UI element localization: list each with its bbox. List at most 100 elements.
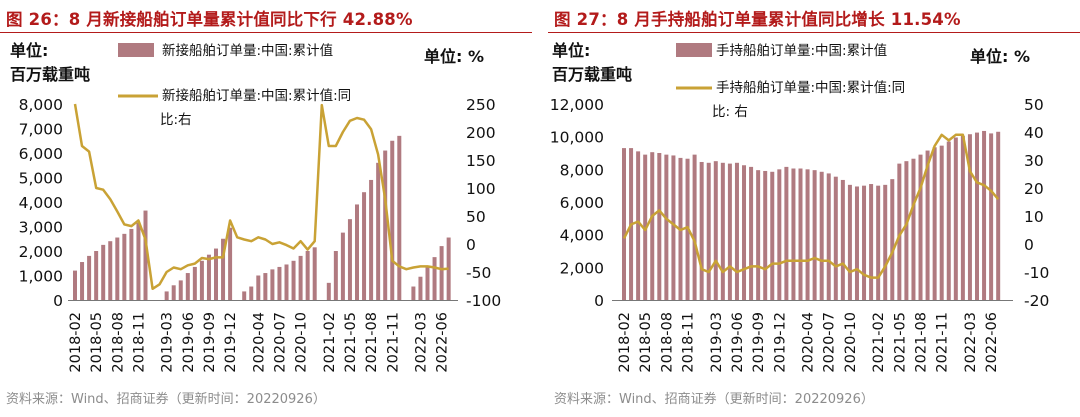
legend-line-label: 新接船舶订单量:中国:累计值:同: [162, 87, 351, 104]
bar: [869, 184, 874, 300]
bar: [918, 154, 923, 300]
right-unit-label: 单位: %: [424, 47, 484, 66]
bar: [756, 170, 761, 300]
line-series-yoy: [622, 133, 1000, 279]
bar: [143, 210, 148, 300]
x-tick-label: 2019-03: [160, 312, 176, 373]
y-right-tick-label: 30: [1024, 152, 1044, 170]
bar: [206, 254, 211, 300]
right-unit-label: 单位: %: [970, 47, 1030, 66]
bar: [791, 168, 796, 300]
bar: [996, 131, 1001, 300]
bar: [664, 154, 669, 300]
bar: [798, 168, 803, 300]
y-left-tick-label: 10,000: [550, 129, 604, 147]
chart-source: 资料来源：Wind、招商证券（更新时间：20220926）: [6, 392, 326, 407]
bar: [418, 276, 423, 300]
y-left-tick-label: 0: [53, 292, 63, 310]
bar: [622, 148, 626, 300]
bar: [911, 158, 916, 300]
bar: [185, 273, 190, 300]
x-tick-label: 2018-05: [638, 312, 654, 373]
y-right-tick-label: -50: [466, 264, 491, 282]
bar: [355, 204, 359, 300]
x-tick-label: 2020-04: [801, 312, 817, 373]
bar: [432, 257, 437, 300]
bar: [101, 244, 106, 300]
bar: [122, 233, 127, 300]
bar: [312, 247, 317, 300]
bar: [73, 270, 77, 300]
x-tick-label: 2018-05: [89, 312, 105, 373]
y-right-tick-label: 10: [1024, 208, 1044, 226]
bar: [953, 137, 958, 300]
bar: [263, 273, 268, 300]
bar: [383, 150, 388, 300]
bar: [397, 135, 402, 300]
bar: [115, 237, 120, 300]
bar: [720, 162, 725, 300]
x-tick-label: 2021-08: [914, 312, 930, 373]
x-tick-label: 2019-09: [202, 312, 218, 373]
y-right-tick-label: -20: [1024, 292, 1049, 310]
x-tick-label: 2020-07: [822, 312, 838, 373]
bar: [847, 184, 852, 300]
bar: [270, 269, 275, 300]
chart-title: 图 26：8 月新接船舶订单量累计值同比下行 42.88%: [6, 10, 413, 29]
y-right-tick-label: 100: [466, 180, 496, 198]
x-tick-label: 2019-12: [223, 312, 239, 373]
x-tick-label: 2020-07: [272, 312, 288, 373]
bar: [706, 162, 711, 300]
legend-line-label: 手持船舶订单量:中国:累计值:同: [716, 80, 905, 96]
bar: [94, 251, 99, 300]
y-right-tick-label: 40: [1024, 124, 1044, 142]
y-left-tick-label: 2,000: [19, 243, 63, 261]
bar: [904, 161, 909, 300]
x-tick-label: 2019-06: [181, 312, 197, 373]
bar: [932, 147, 937, 300]
x-tick-label: 2020-10: [294, 312, 310, 373]
x-tick-label: 2021-02: [871, 312, 887, 373]
bar: [946, 141, 951, 300]
legend-line-label-cont: 比:右: [160, 112, 192, 128]
x-tick-label: 2020-10: [843, 312, 859, 373]
bar: [876, 185, 881, 300]
bar: [982, 130, 987, 300]
bar: [425, 266, 430, 300]
y-left-tick-label: 4,000: [560, 227, 604, 245]
y-right-tick-label: 150: [466, 152, 496, 170]
bar: [256, 275, 261, 300]
y-right-tick-label: 200: [466, 124, 496, 142]
title-underline: [0, 32, 532, 33]
orderbook-chart: 单位: 百万载重吨 单位: % 手持船舶订单量:中国:累计值手持船舶订单量:中国:累计…: [550, 41, 1050, 373]
bar: [734, 162, 739, 300]
bar: [699, 161, 704, 300]
bar: [305, 251, 310, 300]
x-tick-label: 2019-12: [772, 312, 788, 373]
y-right-tick-label: -10: [1024, 264, 1049, 282]
bar: [362, 192, 367, 300]
x-tick-label: 2021-02: [322, 312, 338, 373]
bar: [960, 135, 965, 300]
x-tick-label: 2018-08: [110, 312, 126, 373]
bar: [883, 184, 888, 300]
x-tick-label: 2021-05: [892, 312, 908, 373]
y-left-tick-label: 2,000: [560, 259, 604, 277]
bar: [199, 260, 204, 300]
y-left-tick-label: 8,000: [19, 96, 63, 114]
bar: [326, 282, 331, 300]
bar: [763, 170, 768, 300]
x-tick-label: 2021-05: [343, 312, 359, 373]
bar: [347, 219, 352, 300]
bar: [221, 238, 226, 300]
bar: [713, 161, 718, 300]
x-tick-label: 2019-06: [730, 312, 746, 373]
bar: [87, 255, 92, 300]
bar: [897, 163, 902, 300]
bar: [192, 266, 197, 300]
bar: [291, 260, 296, 300]
bar: [390, 140, 395, 300]
bar: [129, 228, 134, 300]
bar: [439, 246, 444, 300]
x-tick-label: 2019-09: [751, 312, 767, 373]
